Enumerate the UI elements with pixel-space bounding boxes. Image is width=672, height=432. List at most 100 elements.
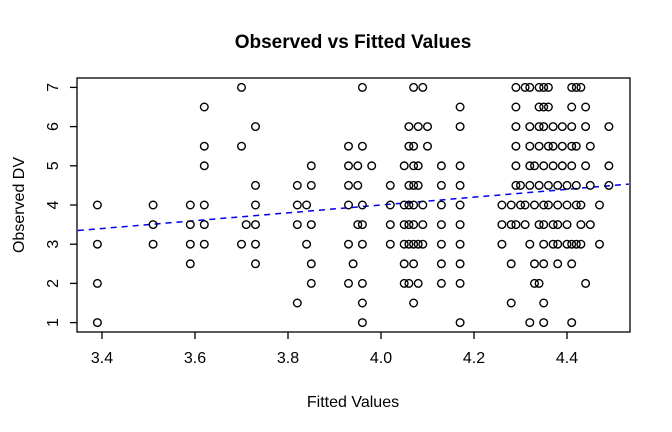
data-point: [553, 239, 563, 249]
y-tick-label: 1: [45, 318, 62, 327]
data-point: [250, 180, 260, 190]
data-point: [353, 220, 363, 230]
data-point: [548, 122, 558, 132]
data-point: [436, 200, 446, 210]
data-point: [250, 259, 260, 269]
data-point: [530, 161, 540, 171]
data-point: [525, 318, 535, 328]
data-point: [385, 239, 395, 249]
data-point: [241, 220, 251, 230]
data-point: [436, 278, 446, 288]
data-point: [409, 200, 419, 210]
data-point: [404, 122, 414, 132]
data-point: [357, 318, 367, 328]
data-point: [516, 180, 526, 190]
data-point: [520, 200, 530, 210]
data-point: [543, 141, 553, 151]
data-point: [543, 82, 553, 92]
y-tick-label: 7: [45, 83, 62, 92]
data-point: [497, 239, 507, 249]
data-point: [530, 278, 540, 288]
data-point: [353, 180, 363, 190]
data-point: [511, 141, 521, 151]
data-point: [404, 278, 414, 288]
data-point: [418, 82, 428, 92]
data-point: [534, 220, 544, 230]
data-point: [455, 239, 465, 249]
data-point: [543, 200, 553, 210]
data-point: [199, 161, 209, 171]
data-point: [250, 220, 260, 230]
y-tick-label: 4: [45, 200, 62, 209]
data-point: [557, 161, 567, 171]
data-point: [576, 239, 586, 249]
data-point: [562, 200, 572, 210]
data-point: [455, 220, 465, 230]
data-point: [344, 278, 354, 288]
data-point: [344, 161, 354, 171]
data-point: [92, 200, 102, 210]
data-point: [92, 318, 102, 328]
data-point: [604, 122, 614, 132]
data-point: [511, 122, 521, 132]
data-point: [436, 161, 446, 171]
data-point: [199, 239, 209, 249]
data-point: [357, 200, 367, 210]
data-point: [539, 122, 549, 132]
data-point: [567, 259, 577, 269]
data-point: [525, 141, 535, 151]
data-point: [404, 239, 414, 249]
x-tick-label: 3.4: [91, 350, 113, 367]
data-point: [585, 220, 595, 230]
data-point: [511, 102, 521, 112]
data-point: [385, 180, 395, 190]
data-point: [557, 141, 567, 151]
data-point: [576, 82, 586, 92]
data-point: [539, 102, 549, 112]
data-point: [539, 259, 549, 269]
data-point: [413, 161, 423, 171]
data-point: [404, 220, 414, 230]
data-point: [604, 180, 614, 190]
data-point: [306, 259, 316, 269]
data-point: [576, 200, 586, 210]
data-point: [413, 122, 423, 132]
data-point: [302, 200, 312, 210]
data-point: [409, 239, 419, 249]
data-point: [571, 180, 581, 190]
x-axis-label: Fitted Values: [307, 394, 399, 411]
data-points: [92, 82, 614, 328]
data-point: [250, 200, 260, 210]
data-point: [413, 239, 423, 249]
data-point: [548, 220, 558, 230]
data-point: [236, 82, 246, 92]
data-point: [306, 220, 316, 230]
data-point: [185, 200, 195, 210]
data-point: [567, 239, 577, 249]
data-point: [92, 239, 102, 249]
data-point: [511, 161, 521, 171]
data-point: [595, 239, 605, 249]
data-point: [404, 141, 414, 151]
data-point: [409, 220, 419, 230]
y-axis-label: Observed DV: [11, 157, 28, 253]
data-point: [455, 180, 465, 190]
data-point: [148, 220, 158, 230]
x-tick-label: 3.8: [277, 350, 299, 367]
data-point: [604, 161, 614, 171]
data-point: [553, 259, 563, 269]
data-point: [511, 82, 521, 92]
data-point: [581, 278, 591, 288]
data-point: [250, 239, 260, 249]
data-point: [302, 239, 312, 249]
data-point: [539, 200, 549, 210]
data-point: [497, 220, 507, 230]
data-point: [306, 180, 316, 190]
data-point: [525, 239, 535, 249]
data-point: [455, 122, 465, 132]
data-point: [436, 180, 446, 190]
data-point: [516, 200, 526, 210]
data-point: [562, 180, 572, 190]
data-point: [148, 200, 158, 210]
x-tick-label: 4.0: [370, 350, 392, 367]
